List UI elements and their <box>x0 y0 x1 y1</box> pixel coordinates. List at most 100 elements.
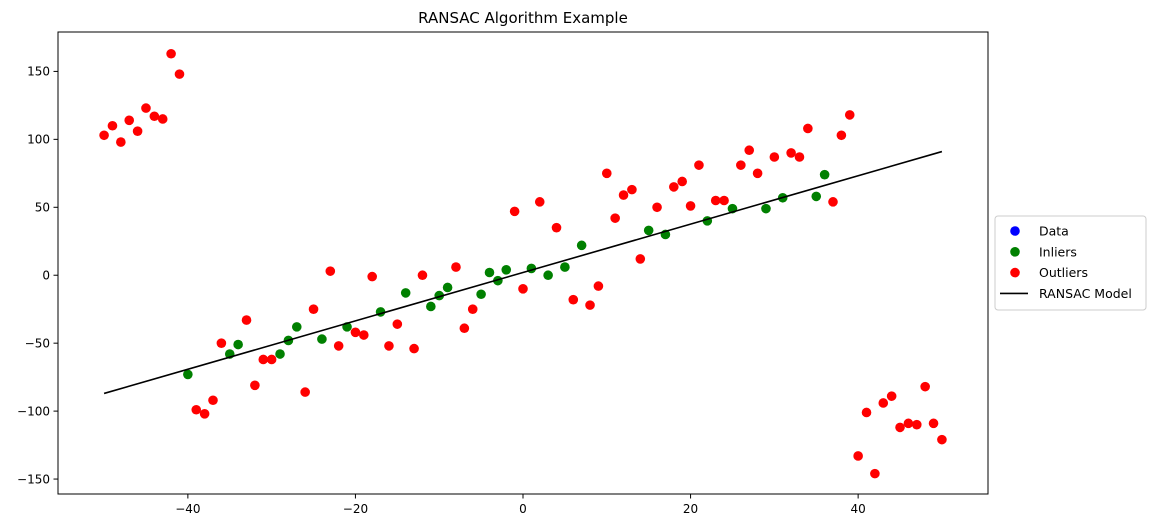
outlier-point <box>593 281 604 291</box>
y-tick-label: 50 <box>35 201 50 215</box>
legend-label-outliers: Outliers <box>1039 265 1088 280</box>
legend-marker-data <box>1010 226 1020 236</box>
y-tick-label: −100 <box>17 404 50 418</box>
outlier-point <box>828 197 838 207</box>
outlier-point <box>325 266 336 276</box>
outlier-point <box>359 330 369 340</box>
inlier-point <box>484 267 495 278</box>
outlier-point <box>392 319 403 329</box>
outlier-point <box>601 168 612 179</box>
legend-marker-inliers <box>1010 247 1020 257</box>
x-tick-label: −40 <box>175 502 200 516</box>
outlier-point <box>199 409 210 419</box>
outlier-point <box>384 341 394 351</box>
outlier-point <box>258 354 269 365</box>
inlier-point <box>275 349 285 359</box>
inlier-point <box>560 262 570 272</box>
outlier-point <box>861 407 872 418</box>
legend-marker-outliers <box>1010 267 1020 278</box>
outlier-point <box>241 315 252 325</box>
outlier-point <box>677 176 687 187</box>
outlier-point <box>710 195 721 206</box>
outlier-point <box>937 434 947 445</box>
outlier-point <box>685 201 696 211</box>
series-inliers <box>183 169 830 380</box>
inlier-point <box>543 270 553 281</box>
outlier-point <box>903 418 914 429</box>
outlier-point <box>568 294 579 305</box>
y-tick-label: −150 <box>17 472 50 486</box>
inlier-point <box>426 301 436 312</box>
outlier-point <box>551 222 562 233</box>
outlier-point <box>116 137 126 147</box>
inlier-point <box>761 203 771 214</box>
x-tick-label: 20 <box>683 502 698 516</box>
outlier-point <box>853 451 863 461</box>
outlier-point <box>694 160 704 170</box>
y-tick-label: 0 <box>42 269 50 283</box>
y-tick-label: −50 <box>25 336 50 350</box>
outlier-point <box>920 381 930 392</box>
outlier-point <box>870 468 880 479</box>
ransac-model-line <box>103 150 943 395</box>
inlier-point <box>576 240 587 251</box>
outlier-point <box>627 184 637 195</box>
outlier-point <box>803 123 813 134</box>
inlier-point <box>233 339 243 350</box>
outlier-point <box>769 152 780 162</box>
outlier-point <box>132 126 143 136</box>
legend-label-inliers: Inliers <box>1039 244 1077 259</box>
outlier-point <box>451 262 461 272</box>
legend: Data Inliers Outliers RANSAC Model <box>994 215 1147 311</box>
inlier-point <box>643 225 654 236</box>
outlier-point <box>886 391 897 401</box>
outlier-point <box>99 130 109 141</box>
plot-area <box>99 48 947 479</box>
outlier-point <box>157 114 168 124</box>
y-tick-label: 100 <box>27 133 50 147</box>
inlier-point <box>400 288 411 298</box>
x-tick-label: 40 <box>850 502 865 516</box>
outlier-point <box>191 404 202 415</box>
outlier-point <box>266 354 277 365</box>
outlier-point <box>534 197 545 207</box>
outlier-point <box>174 69 185 79</box>
outlier-point <box>141 103 151 113</box>
outlier-point <box>585 300 595 310</box>
outlier-point <box>149 111 160 122</box>
legend-label-ransac-model: RANSAC Model <box>1039 286 1132 301</box>
legend-label-data: Data <box>1039 224 1069 239</box>
outlier-point <box>844 110 855 120</box>
outlier-point <box>208 395 218 406</box>
outlier-point <box>124 115 135 126</box>
outlier-point <box>166 48 176 59</box>
outlier-point <box>736 160 746 170</box>
outlier-point <box>928 418 939 429</box>
outlier-point <box>107 120 118 131</box>
outlier-point <box>518 284 528 294</box>
inlier-point <box>501 264 512 275</box>
outlier-point <box>895 422 905 433</box>
inlier-point <box>183 369 193 380</box>
inlier-point <box>819 169 830 180</box>
outlier-point <box>367 271 377 282</box>
outlier-point <box>467 304 478 315</box>
outlier-point <box>786 148 796 158</box>
inlier-point <box>811 191 822 202</box>
outlier-point <box>635 254 646 264</box>
x-tick-label: −20 <box>343 502 368 516</box>
outlier-point <box>300 387 310 397</box>
outlier-point <box>409 343 419 354</box>
outlier-point <box>459 323 470 334</box>
series-outliers <box>99 48 947 479</box>
chart-title: RANSAC Algorithm Example <box>418 9 628 27</box>
outlier-point <box>652 202 662 213</box>
outlier-point <box>250 380 260 391</box>
outlier-point <box>719 195 729 206</box>
outlier-point <box>350 327 361 338</box>
axes: −40 −20 0 20 40 −150 −100 −50 0 50 100 150 <box>17 31 989 516</box>
inlier-point <box>317 334 327 344</box>
x-tick-label: 0 <box>519 502 527 516</box>
